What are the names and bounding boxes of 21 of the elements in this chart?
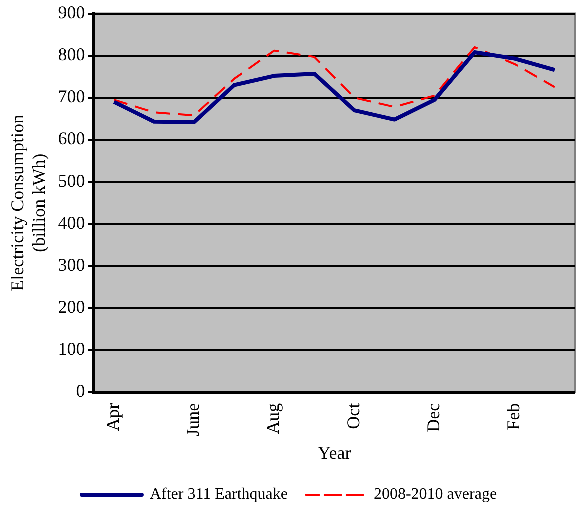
x-tick-label: June (183, 403, 204, 436)
x-tick-label: Feb (504, 403, 524, 430)
x-axis-title: Year (318, 442, 352, 463)
y-tick-label: 100 (58, 339, 86, 360)
line-series (113, 46, 556, 117)
y-axis-title: Electricity Consumption (billion kWh) (8, 114, 50, 292)
legend-label: After 311 Earthquake (150, 486, 288, 504)
x-tick-label: Aug (263, 403, 284, 434)
y-tick-label: 800 (58, 44, 86, 65)
y-tick-label: 300 (58, 254, 86, 275)
legend-label: 2008-2010 average (374, 486, 498, 504)
x-tick-label: Dec (424, 403, 444, 432)
y-tick-label: 400 (58, 212, 86, 233)
y-tick-label: 500 (58, 170, 86, 191)
y-tick-label: 600 (58, 128, 86, 149)
y-tick-label: 0 (76, 381, 86, 402)
y-tick-label: 700 (58, 86, 86, 107)
y-tick-label: 900 (58, 2, 86, 23)
x-tick-label: Oct (343, 403, 364, 430)
y-tick-label: 200 (58, 297, 86, 318)
x-tick-label: Apr (102, 403, 123, 432)
